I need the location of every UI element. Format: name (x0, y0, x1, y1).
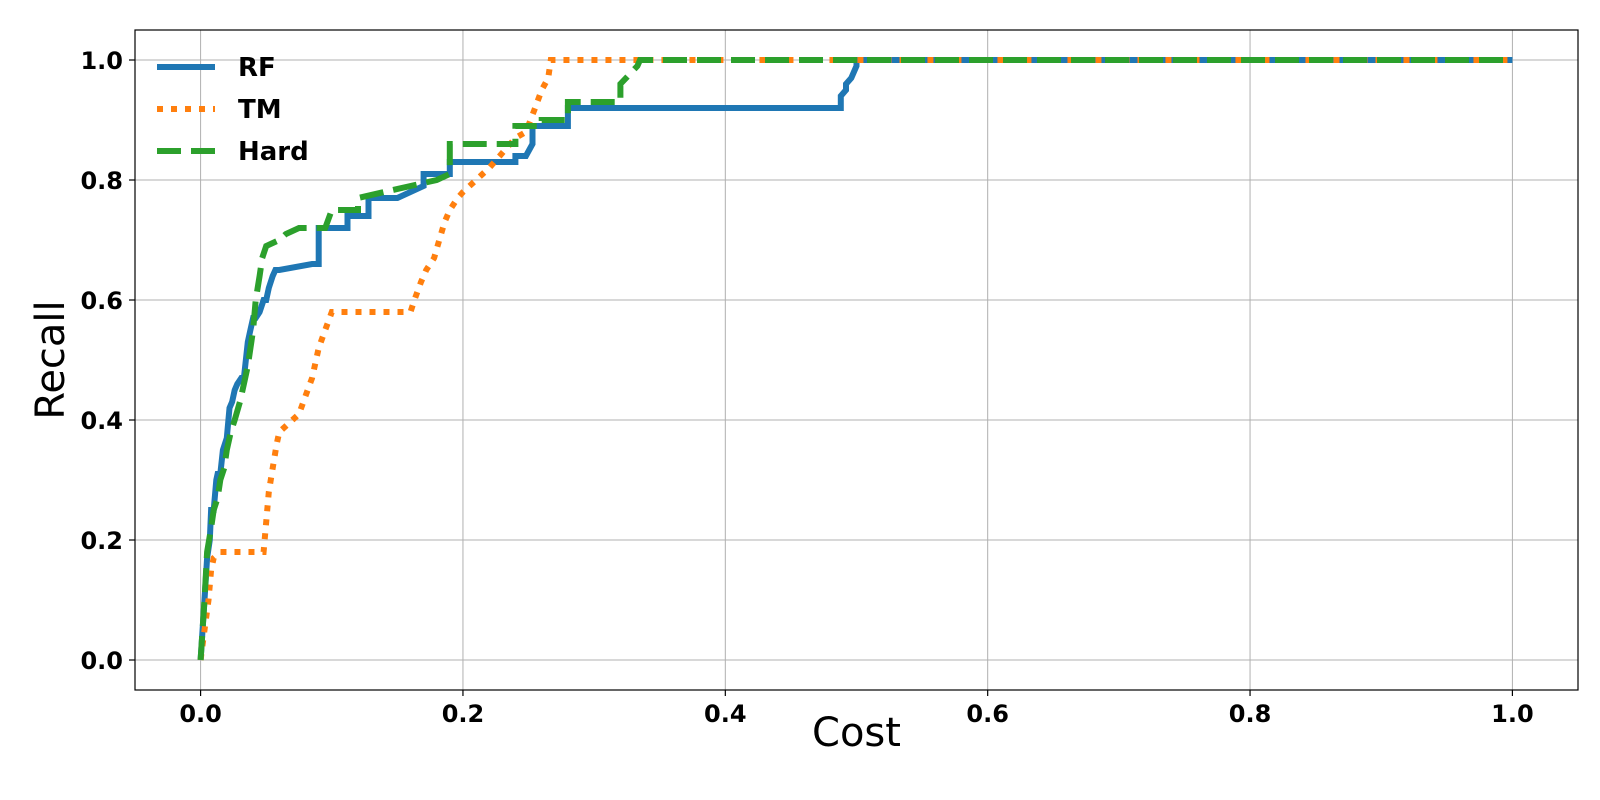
x-axis-label: Cost (812, 710, 901, 756)
legend-label-tm: TM (238, 95, 282, 125)
y-tick-label: 0.8 (80, 167, 123, 195)
legend-label-hard: Hard (238, 137, 309, 167)
y-tick-label: 0.4 (80, 407, 123, 435)
x-tick-label: 0.0 (179, 700, 222, 728)
x-tick-label: 1.0 (1491, 700, 1534, 728)
x-tick-label: 0.4 (704, 700, 747, 728)
series-line-rf (197, 57, 1513, 661)
grid (135, 30, 1578, 690)
y-axis-label: Recall (28, 300, 74, 419)
series-line-tm (197, 57, 1513, 661)
series-lines (197, 57, 1513, 661)
plot-frame (134, 29, 1579, 691)
x-tick-label: 0.8 (1229, 700, 1272, 728)
x-tick-label: 0.2 (442, 700, 485, 728)
y-tick-label: 1.0 (80, 47, 123, 75)
y-tick-label: 0.0 (80, 647, 123, 675)
x-tick-label: 0.6 (966, 700, 1009, 728)
legend-label-rf: RF (238, 53, 276, 83)
axis-ticks: 0.0 0.2 0.4 0.6 0.8 1.0 0.0 0.2 0.4 0.6 0.8 1.0 (80, 47, 1533, 728)
legend: RF TM Hard (157, 53, 309, 167)
y-tick-label: 0.2 (80, 527, 123, 555)
series-line-hard (197, 57, 1513, 661)
y-tick-label: 0.6 (80, 287, 123, 315)
